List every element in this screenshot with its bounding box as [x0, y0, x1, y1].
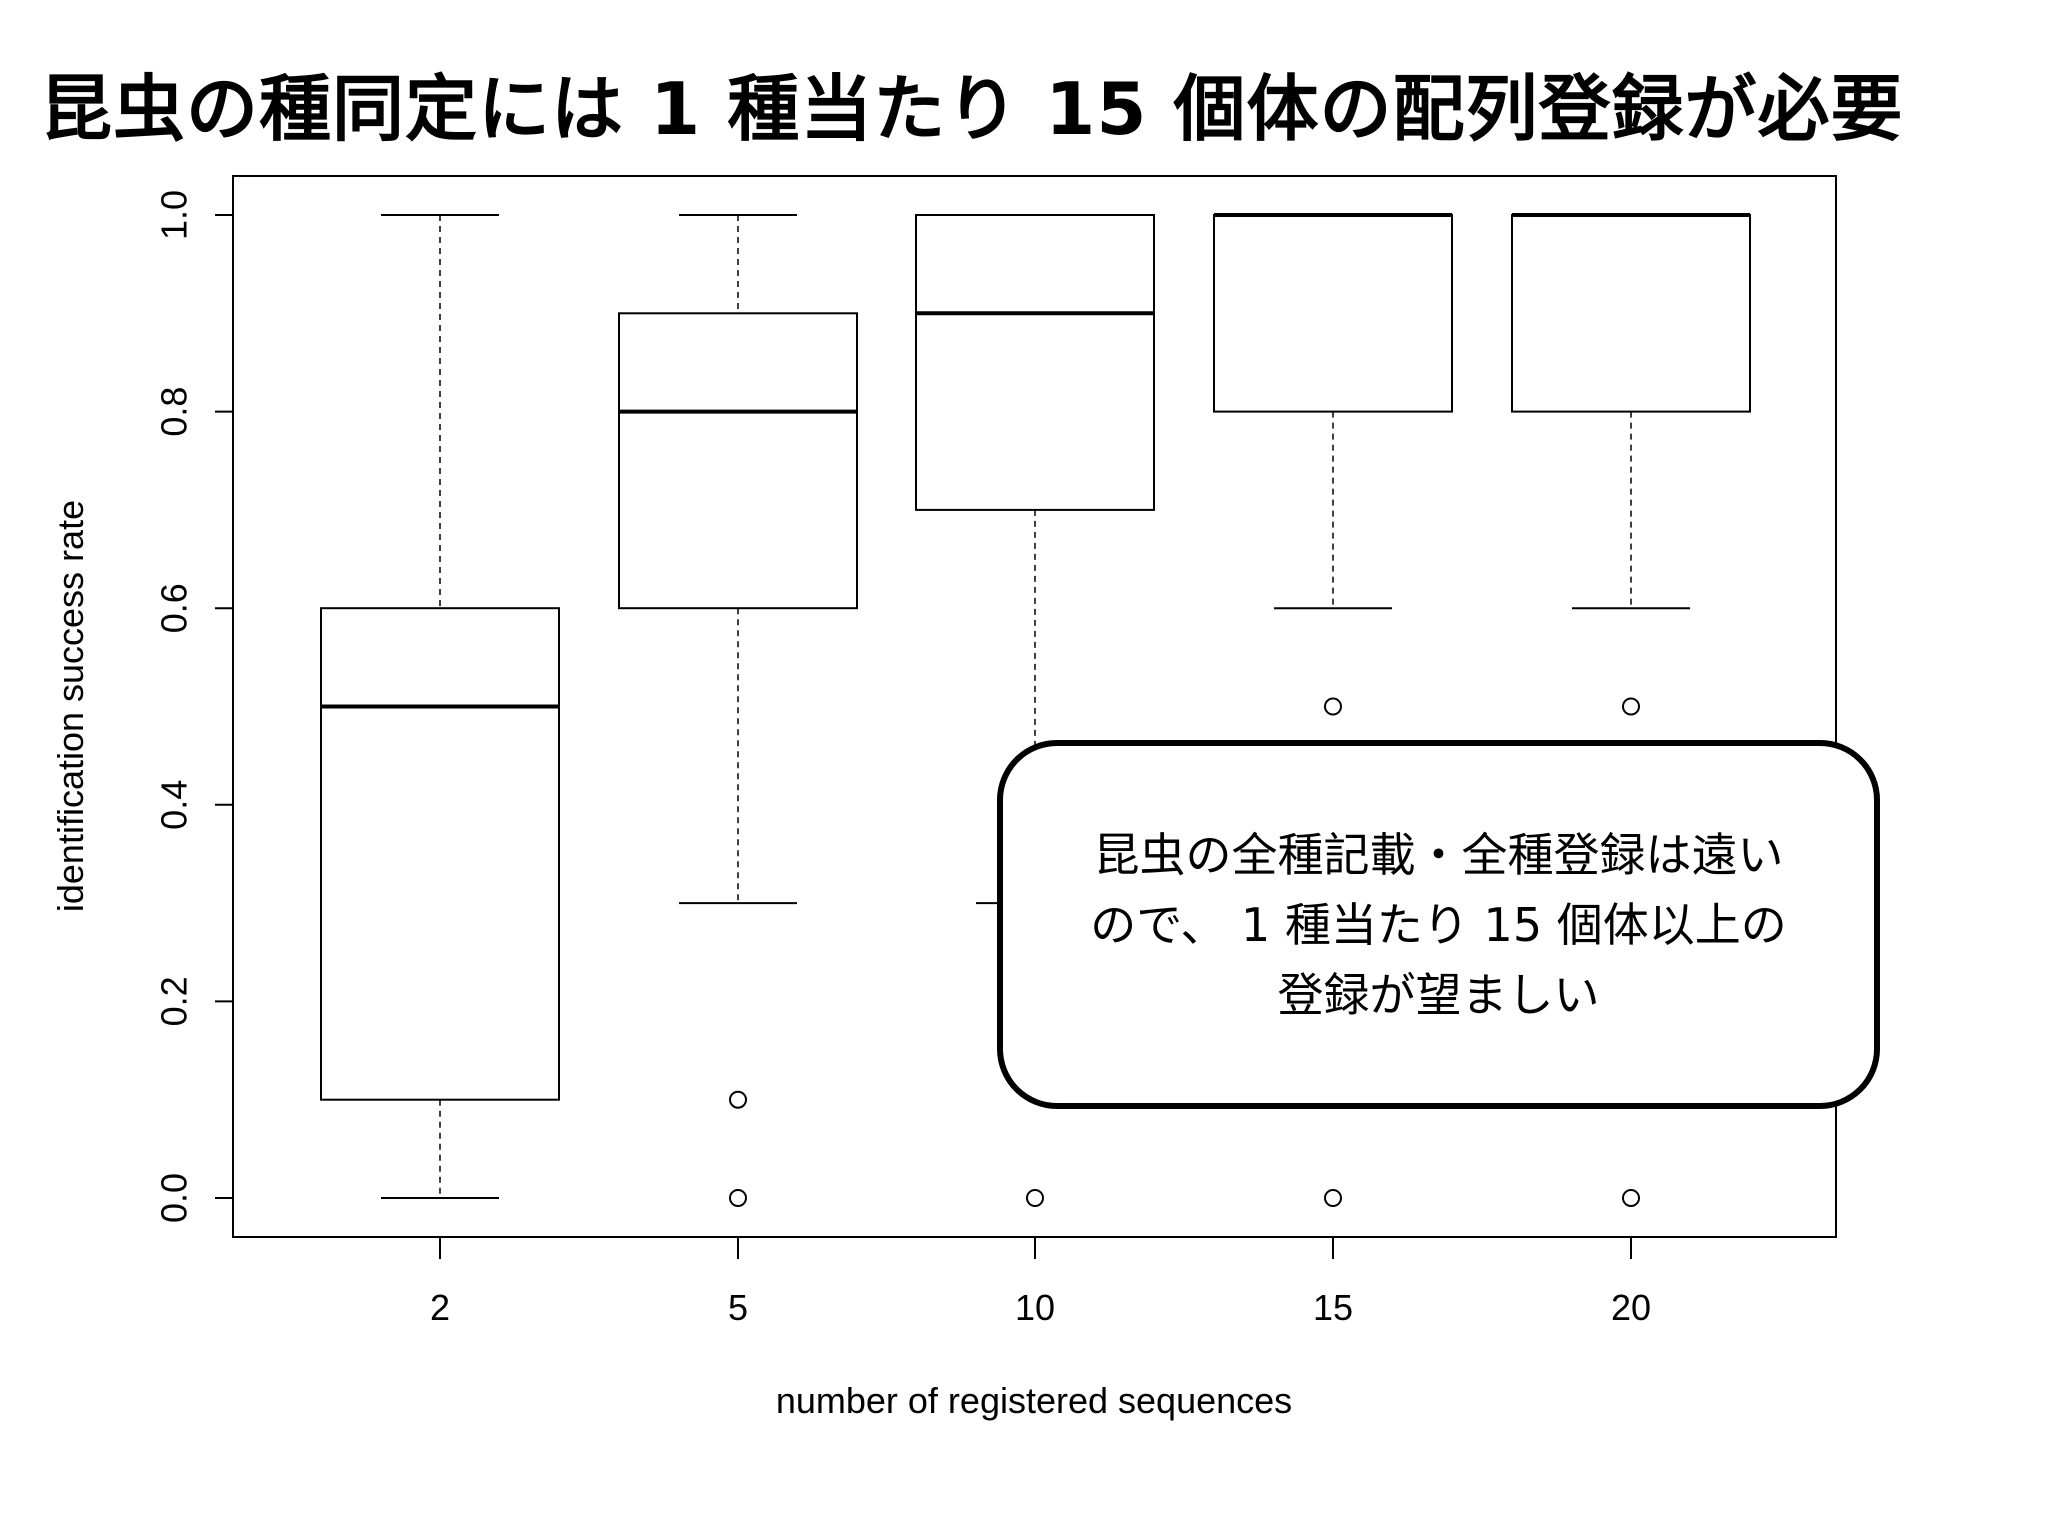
box-iqr: [915, 214, 1155, 511]
y-tick-label: 0.6: [154, 583, 195, 633]
box-iqr: [320, 607, 560, 1101]
box-10: [915, 214, 1155, 1207]
page-title: 昆虫の種同定には 1 種当たり 15 個体の配列登録が必要: [40, 67, 1904, 151]
box-iqr: [1511, 214, 1751, 413]
outlier-point: [1622, 1189, 1640, 1207]
callout-box: 昆虫の全種記載・全種登録は遠い ので、 1 種当たり 15 個体以上の 登録が望…: [997, 740, 1880, 1109]
x-tick-label: 20: [1611, 1287, 1651, 1328]
box-iqr: [1213, 214, 1453, 413]
outlier-point: [729, 1090, 747, 1109]
callout-text: 昆虫の全種記載・全種登録は遠い ので、 1 種当たり 15 個体以上の 登録が望…: [1090, 827, 1787, 1022]
y-tick-label: 0.8: [154, 387, 195, 437]
x-axis-label: number of registered sequences: [776, 1380, 1292, 1421]
box-15: [1213, 213, 1453, 1207]
y-tick-label: 0.2: [154, 976, 195, 1026]
x-tick-label: 15: [1313, 1287, 1353, 1328]
outlier-point: [1026, 1189, 1044, 1207]
boxes: [320, 213, 1751, 1207]
box-20: [1511, 213, 1751, 1207]
y-axis: 0.0 0.2 0.4 0.6 0.8 1.0: [154, 190, 233, 1223]
outlier-point: [1324, 697, 1342, 716]
outlier-point: [1622, 697, 1640, 716]
y-tick-label: 0.4: [154, 780, 195, 830]
y-tick-label: 1.0: [154, 190, 195, 240]
y-axis-label: identification success rate: [50, 500, 91, 912]
x-tick-label: 2: [430, 1287, 450, 1328]
box-5: [618, 214, 858, 1207]
outlier-point: [729, 1189, 747, 1207]
x-tick-label: 5: [728, 1287, 748, 1328]
y-tick-label: 0.0: [154, 1173, 195, 1223]
x-tick-label: 10: [1015, 1287, 1055, 1328]
x-axis: 2 5 10 15 20: [430, 1237, 1651, 1328]
box-2: [320, 214, 560, 1199]
box-iqr: [618, 312, 858, 610]
outlier-point: [1324, 1189, 1342, 1207]
